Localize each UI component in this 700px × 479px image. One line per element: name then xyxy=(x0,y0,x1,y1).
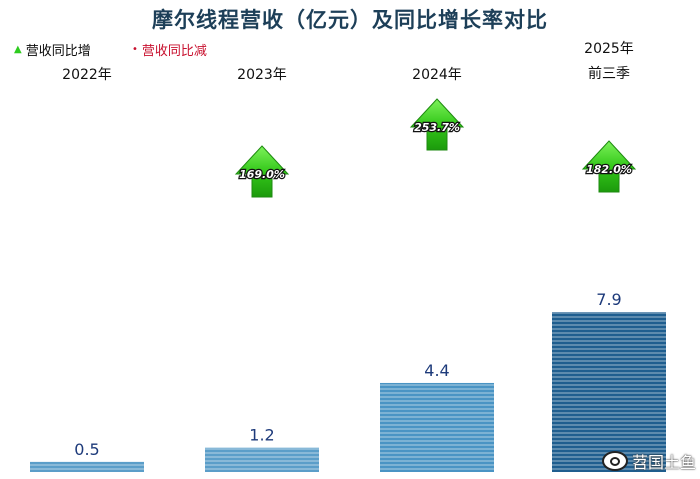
x-tick-label: 2025年 xyxy=(584,41,634,57)
bar-texture xyxy=(205,447,319,472)
legend-item-decrease: • 营收同比减 xyxy=(132,40,207,59)
bar-texture xyxy=(552,312,666,472)
up-arrow-icon: ▲ xyxy=(14,44,22,55)
weibo-icon xyxy=(601,451,628,471)
bar-texture xyxy=(380,382,494,472)
data-label: 1.2 xyxy=(249,426,274,445)
data-label: 4.4 xyxy=(424,361,449,380)
growth-label: 182.0% xyxy=(586,163,632,176)
data-label: 7.9 xyxy=(596,290,621,309)
legend-label: 营收同比增 xyxy=(25,44,91,59)
growth-arrow-icon xyxy=(409,98,465,151)
legend-label: 营收同比减 xyxy=(141,44,207,59)
x-tick-label: 前三季 xyxy=(588,65,630,82)
chart-title: 摩尔线程营收（亿元）及同比增长率对比 xyxy=(152,7,548,32)
x-tick-label: 2022年 xyxy=(62,67,112,83)
growth-label: 169.0% xyxy=(239,168,285,181)
x-tick-label: 2024年 xyxy=(412,67,462,83)
down-dot-icon: • xyxy=(132,44,138,55)
bar-texture xyxy=(30,461,144,472)
watermark-text: 苕国土鱼 xyxy=(631,453,696,472)
watermark: 苕国土鱼 xyxy=(601,449,696,473)
growth-arrow-icon xyxy=(234,145,290,198)
growth-label: 253.7% xyxy=(414,121,460,134)
legend-item-increase: ▲ 营收同比增 xyxy=(14,40,91,59)
growth-arrow-icon xyxy=(581,140,637,193)
data-label: 0.5 xyxy=(74,440,99,459)
x-tick-label: 2023年 xyxy=(237,67,287,83)
